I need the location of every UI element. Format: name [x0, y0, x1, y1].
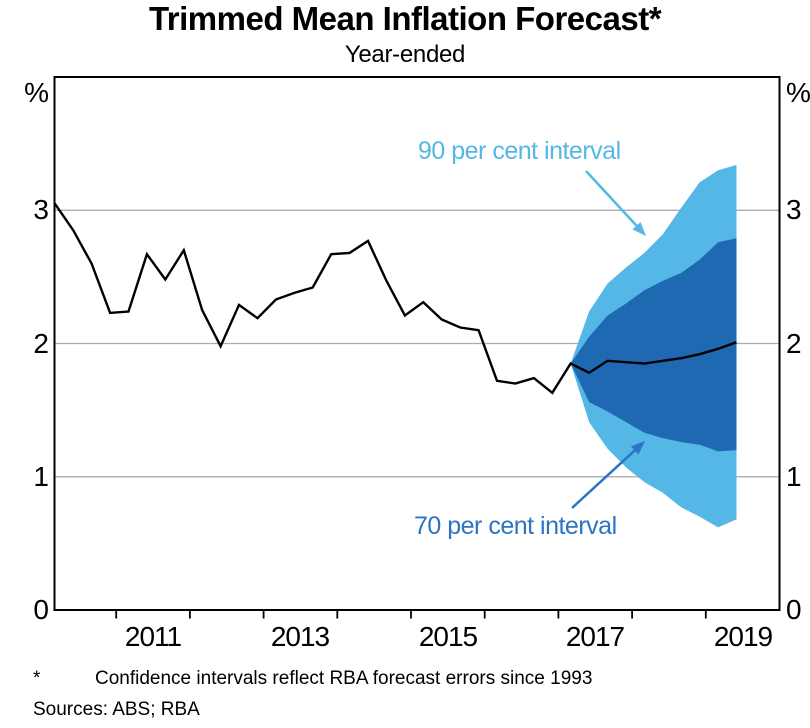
y-axis-unit-right: %	[786, 77, 810, 108]
y-tick-label-left: 3	[33, 194, 49, 225]
chart-subtitle: Year-ended	[344, 41, 466, 68]
y-tick-label-right: 3	[786, 194, 802, 225]
x-tick-label: 2013	[270, 621, 330, 652]
y-tick-label-left: 2	[33, 328, 49, 359]
y-tick-label-right: 2	[786, 328, 802, 359]
arrow-90-interval-head	[632, 222, 646, 236]
annotation-70-per-cent-interval: 70 per cent interval	[414, 512, 617, 540]
footnote-marker: *	[33, 668, 41, 689]
arrow-70-interval-shaft	[571, 448, 638, 509]
x-tick-label: 2017	[565, 621, 625, 652]
arrow-70-interval-head	[631, 441, 645, 455]
y-tick-label-left: 0	[33, 594, 49, 625]
x-tick-label: 2015	[418, 621, 478, 652]
x-tick-label: 2011	[124, 621, 182, 652]
y-axis-unit-left: %	[24, 77, 49, 108]
x-tick-label: 2019	[713, 621, 773, 652]
footnote-text: Confidence intervals reflect RBA forecas…	[95, 668, 593, 689]
inflation-line	[53, 202, 737, 395]
band-70-per-cent	[570, 238, 737, 452]
footnote-sources: Sources: ABS; RBA	[33, 699, 200, 720]
annotation-90-per-cent-interval: 90 per cent interval	[418, 137, 621, 165]
y-tick-label-right: 0	[786, 594, 802, 625]
plot-frame	[53, 76, 781, 611]
arrow-90-interval-shaft	[585, 170, 639, 229]
chart-title: Trimmed Mean Inflation Forecast*	[148, 0, 662, 37]
y-tick-label-left: 1	[33, 461, 49, 492]
y-tick-label-right: 1	[786, 461, 802, 492]
